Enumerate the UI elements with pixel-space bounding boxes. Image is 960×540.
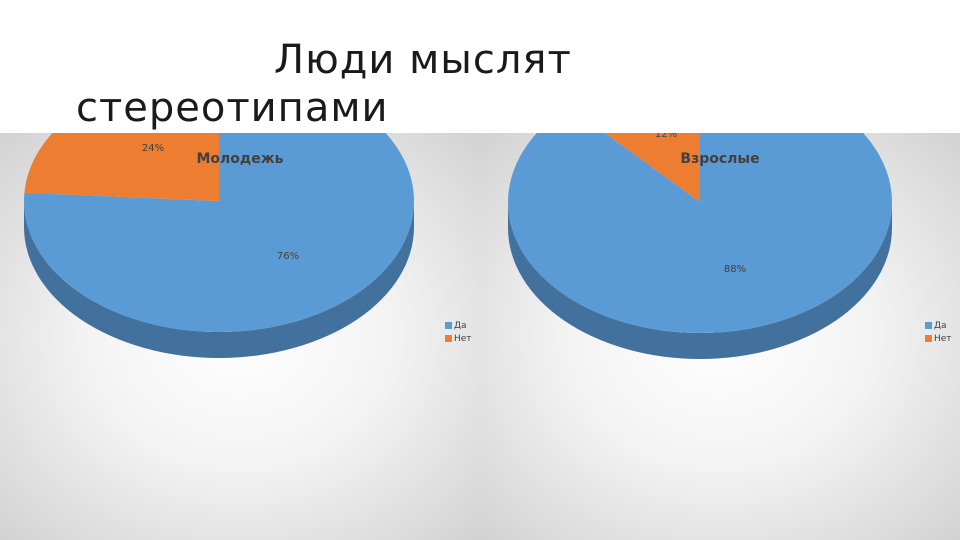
slide-title: Люди мыслят стереотипами [76, 36, 776, 132]
legend-item-da: Да [445, 319, 472, 332]
pie-side-depth [24, 201, 414, 358]
legend-item-net: Нет [925, 332, 952, 345]
pie-slice-da [24, 133, 414, 332]
chart-title-molodezh: Молодежь [196, 151, 284, 167]
legend-vzroslye: Да Нет [925, 319, 952, 345]
legend-item-net: Нет [445, 332, 472, 345]
legend-molodezh: Да Нет [445, 319, 472, 345]
pie-chart-vzroslye: 88% 12% [508, 133, 892, 359]
legend-swatch-net [445, 335, 452, 342]
legend-swatch-da [445, 322, 452, 329]
slide-title-line2: стереотипами [76, 85, 389, 131]
pie-chart-molodezh: 76% 24% [24, 133, 414, 358]
pie-side-depth [508, 202, 892, 359]
pie-slice-da [508, 133, 892, 333]
data-label-da: 76% [277, 251, 299, 262]
data-label-da: 88% [724, 264, 746, 275]
chart-vzroslye: 88% 12% Взрослые Да Нет [480, 133, 960, 540]
data-label-net: 12% [655, 133, 677, 140]
legend-label-net: Нет [934, 333, 952, 344]
legend-swatch-net [925, 335, 932, 342]
chart-title-vzroslye: Взрослые [680, 151, 760, 167]
legend-swatch-da [925, 322, 932, 329]
legend-label-da: Да [934, 320, 947, 331]
chart-molodezh: 76% 24% Молодежь Да Нет [0, 133, 480, 540]
pie-slice-net [605, 133, 700, 202]
legend-label-net: Нет [454, 333, 472, 344]
legend-label-da: Да [454, 320, 467, 331]
data-label-net: 24% [142, 143, 164, 154]
legend-item-da: Да [925, 319, 952, 332]
slide-title-line1: Люди мыслят [274, 37, 572, 83]
pie-slice-net [24, 133, 219, 201]
